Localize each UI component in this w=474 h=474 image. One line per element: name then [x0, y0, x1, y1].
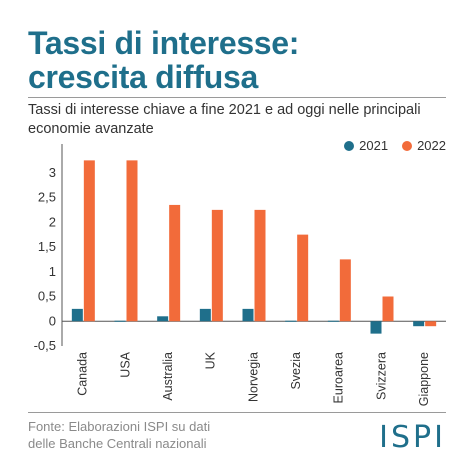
- legend-item-2021: 2021: [344, 138, 388, 153]
- source-line-2: delle Banche Centrali nazionali: [28, 436, 207, 451]
- source-line-1: Fonte: Elaborazioni ISPI su dati: [28, 419, 211, 434]
- bar-2021-canada: [71, 308, 83, 322]
- bar-2022-norvegia: [254, 209, 266, 322]
- legend-label-2022: 2022: [417, 138, 446, 153]
- legend-swatch-2022: [402, 140, 413, 151]
- title-line-2: crescita diffusa: [28, 59, 258, 95]
- bar-2022-svezia: [297, 234, 309, 322]
- bar-2021-euroarea: [327, 320, 339, 322]
- x-tick-label: Svezia: [289, 352, 303, 390]
- bar-2022-euroarea: [339, 259, 351, 322]
- bar-2022-usa: [126, 160, 138, 322]
- y-tick-label: 1: [49, 264, 56, 279]
- chart-legend: 2021 2022: [344, 138, 446, 153]
- footer-divider: [28, 412, 446, 413]
- bar-2021-usa: [114, 320, 126, 322]
- y-tick-label: 2,5: [38, 190, 56, 205]
- legend-swatch-2021: [344, 140, 355, 151]
- bar-2021-svezia: [285, 320, 297, 322]
- y-tick-label: 0,5: [38, 289, 56, 304]
- legend-label-2021: 2021: [359, 138, 389, 153]
- bar-2021-norvegia: [242, 308, 254, 322]
- y-tick-label: 3: [49, 165, 56, 180]
- y-tick-label: -0,5: [34, 338, 56, 353]
- source-note: Fonte: Elaborazioni ISPI su dati delle B…: [28, 418, 328, 452]
- x-tick-label: Norvegia: [246, 352, 260, 402]
- bar-2021-svizzera: [370, 321, 382, 334]
- legend-item-2022: 2022: [402, 138, 446, 153]
- y-tick-label: 1,5: [38, 239, 56, 254]
- bar-2022-uk: [211, 209, 223, 322]
- x-tick-label: UK: [204, 351, 218, 369]
- page-title: Tassi di interesse: crescita diffusa: [28, 26, 299, 94]
- bar-2022-canada: [83, 160, 95, 322]
- bar-2022-australia: [169, 204, 181, 322]
- chart-subtitle: Tassi di interesse chiave a fine 2021 e …: [28, 102, 421, 137]
- ispi-logo: ISPI: [379, 420, 446, 455]
- title-line-1: Tassi di interesse:: [28, 25, 300, 61]
- x-tick-label: Svizzera: [374, 352, 388, 400]
- x-tick-label: Giappone: [417, 352, 431, 406]
- x-tick-label: Australia: [161, 352, 175, 401]
- x-tick-label: Euroarea: [332, 352, 346, 403]
- y-tick-label: 2: [49, 214, 56, 229]
- x-tick-label: USA: [118, 351, 132, 377]
- title-divider: [28, 97, 446, 98]
- bar-2022-svizzera: [382, 296, 394, 322]
- bar-2021-giappone: [413, 321, 425, 327]
- x-tick-label: Canada: [76, 352, 90, 396]
- y-tick-label: 0: [49, 313, 56, 328]
- bar-2022-giappone: [425, 321, 437, 327]
- bar-2021-australia: [157, 316, 169, 322]
- bar-2021-uk: [199, 308, 211, 322]
